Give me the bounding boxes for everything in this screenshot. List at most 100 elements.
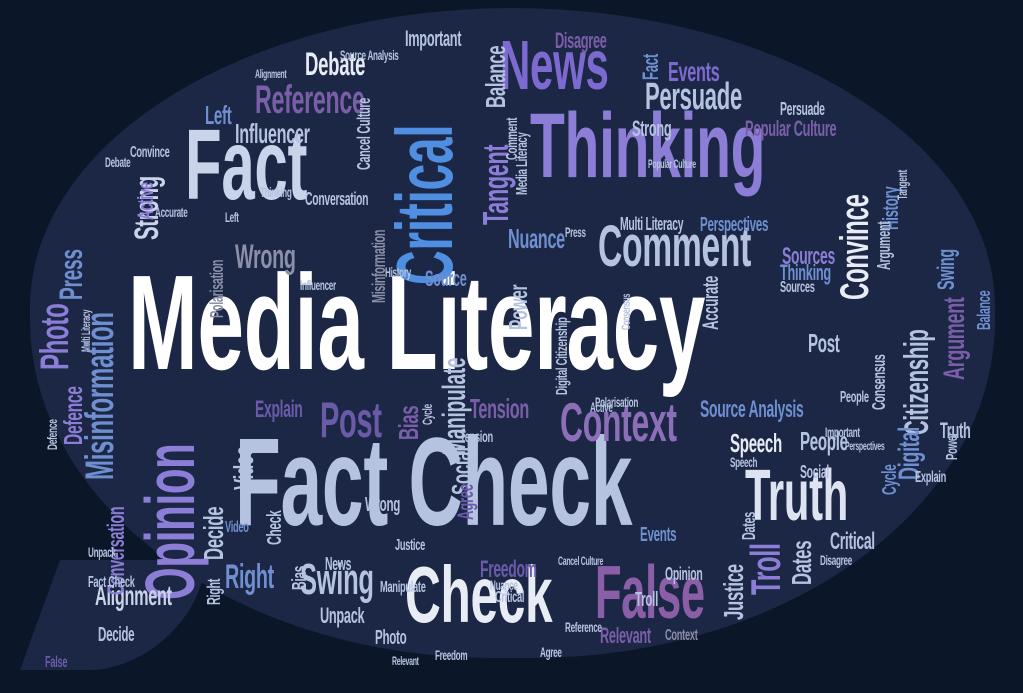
cloud-word: Multi Literacy bbox=[79, 309, 93, 352]
cloud-word: Unpack bbox=[88, 544, 116, 560]
cloud-word: Photo bbox=[375, 627, 407, 649]
cloud-word: False bbox=[45, 654, 68, 671]
cloud-word: Disagree bbox=[555, 28, 607, 53]
cloud-word: Consensus bbox=[869, 354, 889, 410]
cloud-word: Social bbox=[800, 462, 830, 482]
cloud-word: Freedom bbox=[480, 556, 537, 583]
cloud-word: Critical bbox=[380, 124, 469, 285]
cloud-word: False bbox=[595, 550, 705, 634]
cloud-word: Post bbox=[320, 392, 382, 448]
cloud-word: Perspectives bbox=[845, 439, 885, 453]
cloud-word: Troll bbox=[742, 543, 789, 595]
cloud-word: Citizenship bbox=[898, 329, 936, 435]
cloud-word: Bias bbox=[289, 565, 311, 590]
cloud-word: Debate bbox=[305, 46, 366, 82]
cloud-word: Debate bbox=[105, 154, 131, 170]
cloud-word: Multi Literacy bbox=[620, 214, 684, 234]
cloud-word: Context bbox=[560, 391, 677, 453]
cloud-word: Polarisation bbox=[207, 259, 227, 318]
cloud-word: Speech bbox=[730, 454, 758, 470]
cloud-word: Truth bbox=[745, 456, 848, 536]
cloud-word: History bbox=[385, 264, 411, 280]
cloud-word: Source bbox=[425, 266, 467, 291]
cloud-word: Tension bbox=[470, 393, 530, 424]
cloud-word: Video bbox=[228, 446, 259, 490]
cloud-word: Active bbox=[133, 182, 158, 220]
cloud-word: Left bbox=[205, 100, 232, 130]
cloud-word: Opinion bbox=[665, 564, 703, 584]
cloud-word: Popular Culture bbox=[648, 157, 696, 171]
cloud-word: Defence bbox=[58, 386, 88, 445]
cloud-word: Swing bbox=[933, 249, 960, 290]
cloud-word: Decide bbox=[198, 506, 229, 560]
cloud-word: Wrong bbox=[365, 494, 401, 516]
cloud-word: Wrong bbox=[235, 238, 296, 276]
cloud-word: Media Literacy bbox=[128, 247, 706, 398]
cloud-word: Source Analysis bbox=[700, 396, 804, 423]
cloud-word: Alignment bbox=[95, 580, 172, 611]
cloud-word: Freedom bbox=[435, 647, 468, 663]
cloud-word: Nuance bbox=[490, 577, 518, 593]
cloud-word: Photo bbox=[33, 303, 77, 370]
cloud-word: Press bbox=[53, 249, 89, 300]
cloud-word: Comment bbox=[504, 117, 521, 160]
cloud-word: Thinking bbox=[260, 184, 292, 200]
cloud-word: Sources bbox=[782, 243, 835, 270]
cloud-word: Influencer bbox=[300, 277, 336, 293]
cloud-word: Cancel Culture bbox=[354, 97, 374, 170]
cloud-word: Persuade bbox=[780, 99, 825, 119]
cloud-word: Left bbox=[225, 209, 239, 225]
cloud-word: Decide bbox=[98, 624, 135, 646]
cloud-word: Troll bbox=[635, 589, 659, 611]
cloud-word: Alignment bbox=[255, 67, 287, 81]
cloud-word: Tangent bbox=[894, 170, 910, 200]
cloud-word: Balance bbox=[480, 45, 511, 108]
cloud-word: Speech bbox=[730, 428, 782, 458]
cloud-word: Critical bbox=[495, 589, 525, 606]
cloud-word: Accurate bbox=[155, 204, 188, 220]
cloud-word: Active bbox=[590, 399, 613, 415]
cloud-word: Context bbox=[665, 627, 698, 644]
cloud-word: Right bbox=[204, 578, 224, 605]
cloud-word: Manipulate bbox=[380, 579, 426, 596]
cloud-word: Important bbox=[825, 424, 860, 440]
cloud-word: Sources bbox=[780, 279, 815, 296]
cloud-word: Disagree bbox=[820, 552, 852, 568]
cloud-word: Defence bbox=[44, 419, 60, 450]
cloud-word: Video bbox=[225, 519, 249, 536]
cloud-word: Comment bbox=[598, 214, 752, 279]
cloud-word: Events bbox=[668, 56, 720, 87]
cloud-word: Convince bbox=[833, 194, 877, 300]
cloud-word: Justice bbox=[395, 537, 425, 554]
cloud-word: Accurate bbox=[698, 275, 723, 330]
cloud-word: Press bbox=[565, 224, 586, 240]
cloud-word: Balance bbox=[974, 290, 994, 330]
cloud-word: Dates bbox=[739, 512, 759, 540]
cloud-word: Thinking bbox=[530, 95, 766, 197]
cloud-word: Source Analysis bbox=[340, 47, 399, 63]
cloud-word: Agree bbox=[453, 484, 478, 520]
cloud-word: Fact Check bbox=[88, 574, 135, 591]
cloud-word: Events bbox=[640, 524, 677, 546]
speech-bubble-shape bbox=[30, 8, 995, 658]
cloud-word: Important bbox=[405, 26, 462, 51]
cloud-word: Cycle bbox=[879, 464, 901, 495]
cloud-word: Critical bbox=[830, 528, 875, 555]
cloud-word: Relevant bbox=[392, 654, 419, 668]
cloud-word: Influencer bbox=[235, 118, 310, 149]
cloud-word: Fact Check bbox=[235, 413, 633, 552]
cloud-word: Consensus bbox=[619, 293, 633, 330]
cloud-word: Thinking bbox=[780, 260, 831, 285]
cloud-word: Reference bbox=[565, 619, 602, 635]
cloud-word: Check bbox=[264, 510, 286, 545]
cloud-word: News bbox=[325, 554, 352, 574]
cloud-word: Opinion bbox=[131, 443, 209, 600]
cloud-word: Fact bbox=[638, 54, 663, 80]
cloud-word: Power bbox=[503, 284, 533, 330]
cloud-word: Conversation bbox=[305, 189, 369, 209]
cloud-word: Nuance bbox=[508, 223, 565, 254]
cloud-word: Post bbox=[808, 328, 840, 358]
cloud-word: Popular Culture bbox=[745, 116, 837, 141]
cloud-word: Power bbox=[944, 432, 961, 460]
